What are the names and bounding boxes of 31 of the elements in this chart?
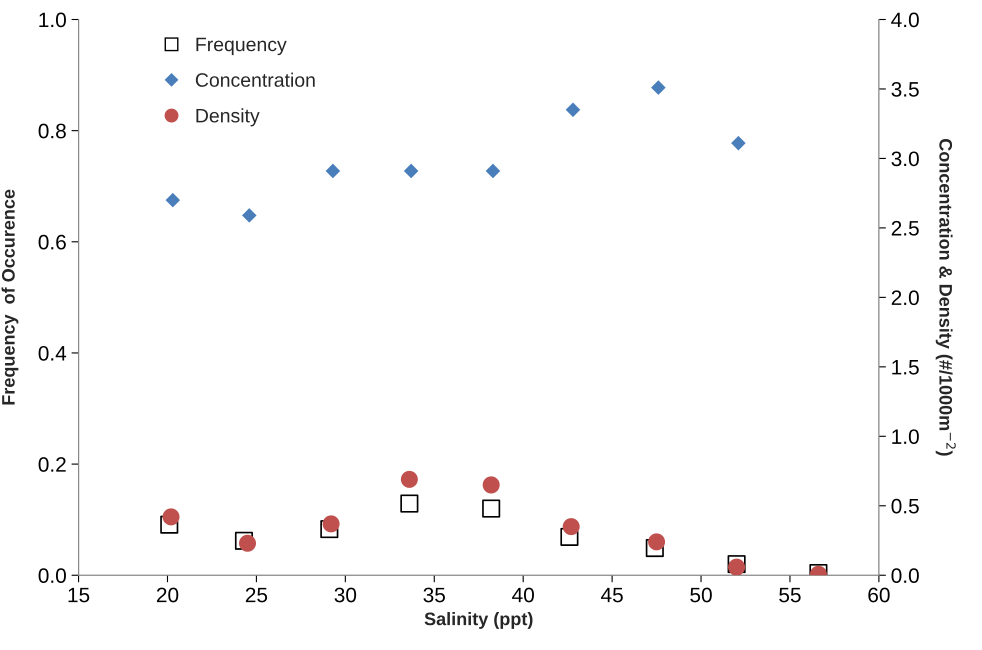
x-tick-label: 55 [779, 588, 801, 602]
y2-tick-label: 0.5 [892, 498, 919, 514]
y2-tick-label: 2.5 [892, 220, 919, 236]
y2-tick-label: 1.5 [892, 360, 919, 375]
x-tick-label: 40 [512, 588, 534, 602]
y2-tick-label: 3.5 [891, 82, 919, 97]
x-axis-title: Salinity (ppt) [424, 612, 532, 629]
legend-label: Concentration [196, 72, 315, 87]
legend-label: Frequency [196, 38, 287, 56]
y2-tick-label: 4.0 [891, 12, 919, 28]
y-axis-title: Frequency of Occurence [2, 190, 18, 405]
x-tick-label: 35 [423, 588, 445, 602]
y-tick-label: 1.0 [39, 12, 66, 28]
x-tick-label: 30 [334, 588, 356, 602]
x-tick-label: 25 [246, 588, 268, 602]
y-tick-label: 0.0 [38, 568, 66, 584]
y2-axis-title: Concentration & Density (#/1000m$^{−2}$) [936, 138, 956, 456]
y2-tick-label: 3.0 [891, 151, 919, 166]
x-tick-label: 60 [868, 588, 890, 602]
y-tick-label: 0.4 [38, 346, 66, 361]
y-tick-label: 0.8 [38, 124, 66, 138]
y-tick-label: 0.2 [38, 457, 66, 472]
legend-label: Density [196, 108, 260, 126]
y2-tick-label: 1.0 [892, 429, 919, 444]
y-tick-label: 0.6 [38, 234, 66, 250]
x-tick-label: 45 [601, 588, 623, 602]
y2-tick-label: 0.0 [892, 568, 919, 584]
x-tick-label: 50 [690, 588, 712, 602]
x-tick-label: 15 [68, 588, 90, 602]
y2-tick-label: 2.0 [892, 290, 919, 306]
x-tick-label: 20 [156, 588, 178, 602]
